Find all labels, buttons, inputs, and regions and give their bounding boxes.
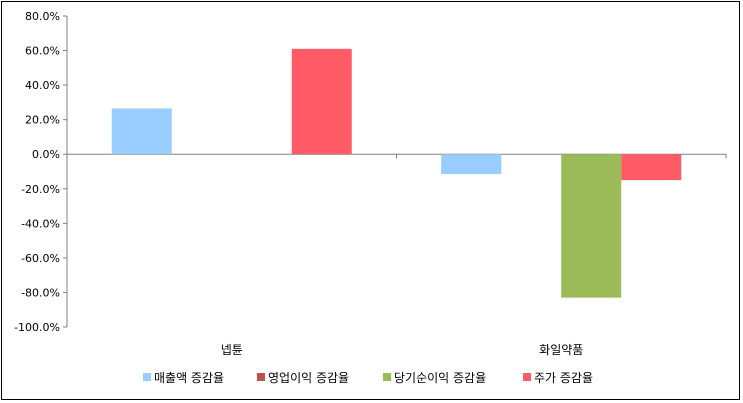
legend-label: 당기순이익 증감율 <box>394 371 486 385</box>
category-label: 화일약품 <box>539 342 583 357</box>
bar-1-2 <box>441 154 502 175</box>
y-tick-label: 20.0% <box>25 114 60 127</box>
legend-label: 주가 증감율 <box>534 371 593 385</box>
legend-swatch <box>257 373 265 381</box>
legend-swatch <box>523 373 531 381</box>
category-label: 넵튠 <box>221 343 243 357</box>
y-tick-label: 0.0% <box>32 148 60 161</box>
bar-4-2 <box>621 154 682 181</box>
legend-swatch <box>143 373 151 381</box>
y-tick-label: 80.0% <box>25 10 60 23</box>
bar-1-1 <box>111 108 172 155</box>
bar-4-1 <box>291 48 352 155</box>
y-tick-label: -100.0% <box>14 321 60 334</box>
legend-label: 매출액 증감율 <box>154 371 224 385</box>
y-tick-label: -60.0% <box>21 252 60 265</box>
legend-swatch <box>383 373 391 381</box>
legend-label: 영업이익 증감율 <box>268 371 349 385</box>
y-tick-label: -40.0% <box>21 217 60 230</box>
y-tick-label: -20.0% <box>21 183 60 196</box>
y-tick-label: 40.0% <box>25 79 60 92</box>
bar-3-2 <box>561 154 622 298</box>
y-tick-label: -80.0% <box>21 286 60 299</box>
y-tick-label: 60.0% <box>25 45 60 58</box>
